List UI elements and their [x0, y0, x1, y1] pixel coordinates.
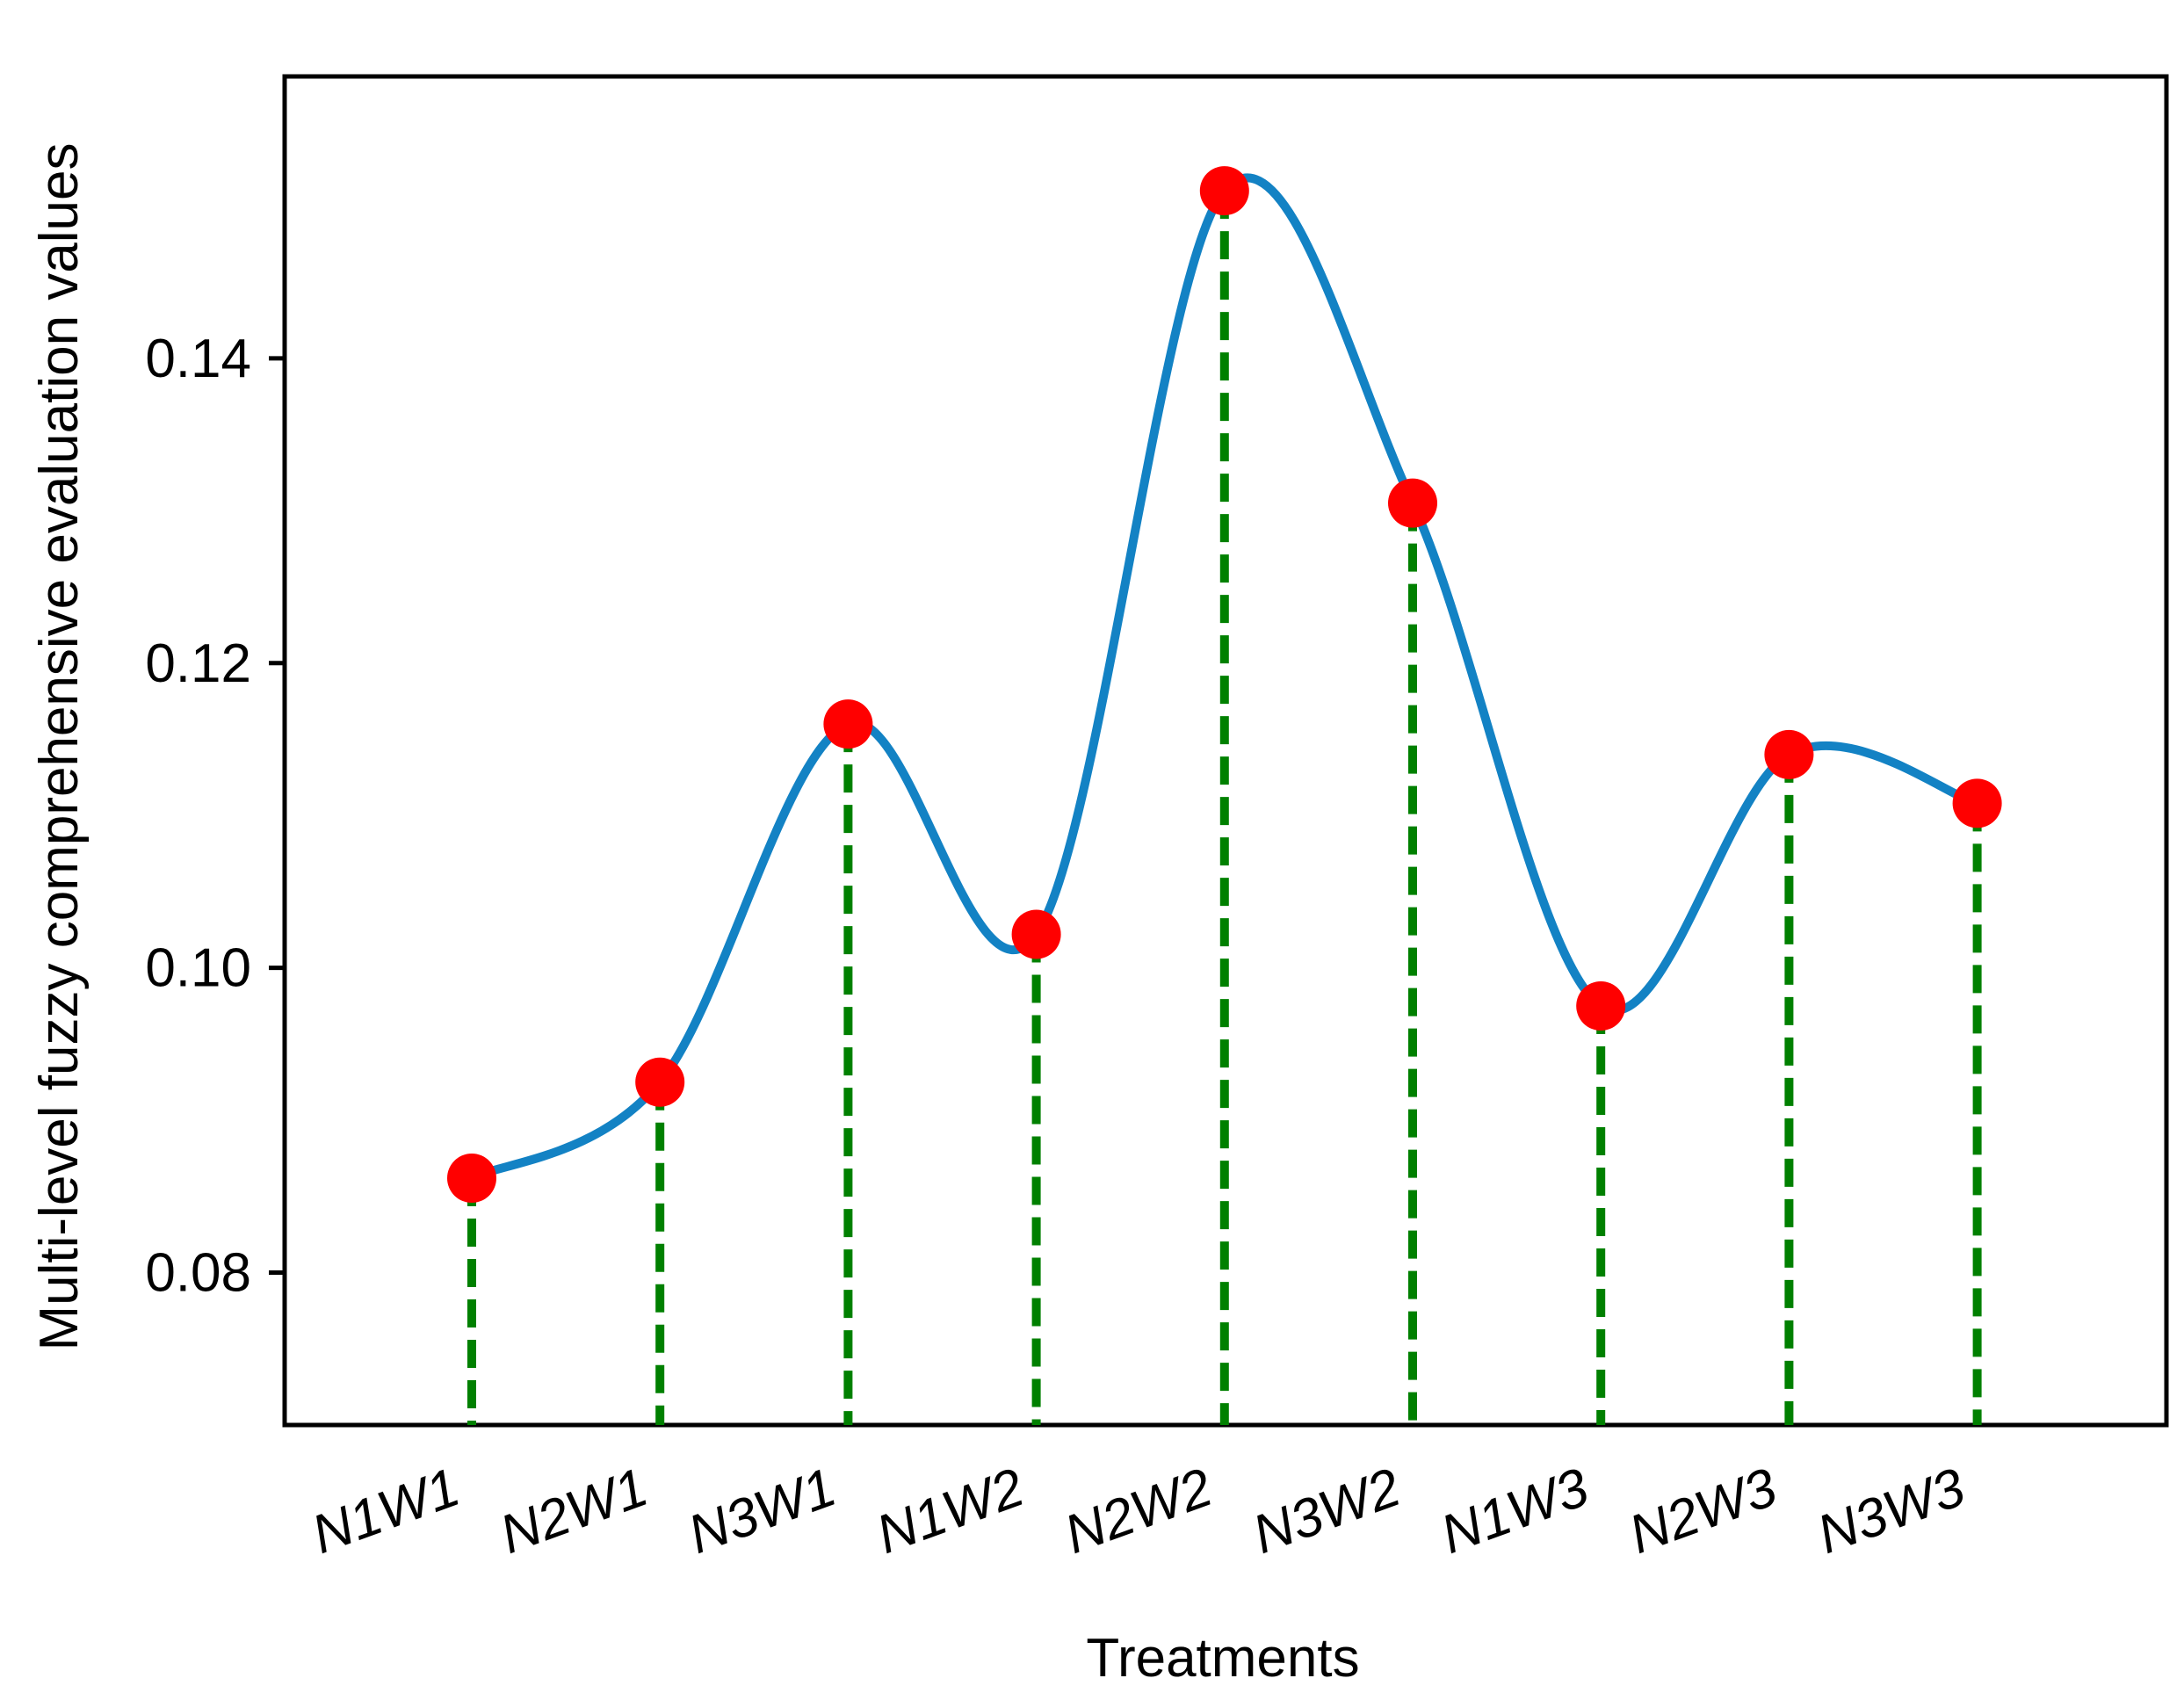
- x-tick-label: N1W1: [304, 1457, 466, 1566]
- y-tick-label: 0.10: [145, 938, 251, 999]
- y-tick-label: 0.12: [145, 633, 251, 694]
- x-tick-label: N3W2: [1245, 1457, 1407, 1566]
- data-point-marker: [1952, 778, 2002, 828]
- data-markers: [447, 166, 2002, 1204]
- x-axis-tick-labels: N1W1 N2W1 N3W1 N1W2 N2W2 N3W2 N1W3 N2W3 N3W3: [304, 1457, 1972, 1566]
- y-tick-label: 0.14: [145, 329, 251, 389]
- x-tick-label: N2W1: [493, 1457, 655, 1566]
- x-tick-label: N2W3: [1622, 1457, 1784, 1566]
- y-tick-label: 0.08: [145, 1243, 251, 1304]
- x-axis-title: Treatments: [1086, 1628, 1359, 1689]
- y-axis-title: Multi-level fuzzy comprehensive evaluati…: [29, 143, 90, 1351]
- x-tick-label: N3W1: [681, 1457, 843, 1566]
- data-point-marker: [447, 1154, 496, 1204]
- data-point-marker: [635, 1057, 685, 1107]
- data-point-marker: [1388, 478, 1437, 528]
- y-axis-ticks: 0.08 0.10 0.12 0.14: [145, 329, 285, 1304]
- x-tick-label: N3W3: [1810, 1457, 1972, 1566]
- data-point-marker: [1764, 729, 1814, 779]
- x-tick-label: N1W2: [869, 1457, 1031, 1566]
- data-point-marker: [1011, 909, 1061, 959]
- drop-lines: [467, 191, 1982, 1425]
- x-tick-label: N1W3: [1434, 1457, 1596, 1566]
- data-point-marker: [1199, 166, 1249, 216]
- data-point-marker: [823, 699, 873, 749]
- x-tick-label: N2W2: [1057, 1457, 1219, 1566]
- data-point-marker: [1576, 981, 1626, 1031]
